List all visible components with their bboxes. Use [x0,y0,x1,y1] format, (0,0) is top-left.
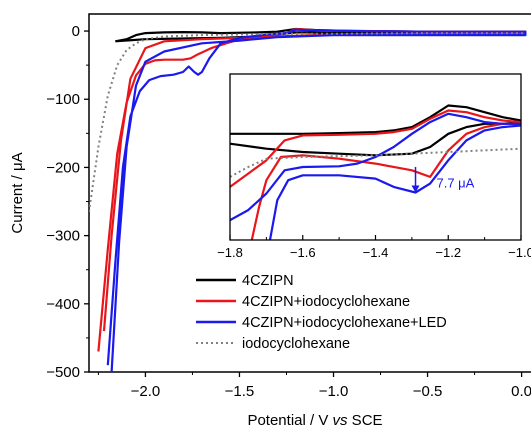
x-axis-title-ref: SCE [348,412,383,429]
y-tick-label: −100 [46,91,80,108]
x-tick-label: −1.0 [319,383,349,400]
inset-x-tick-label: −1.8 [217,245,243,260]
x-tick-label: −1.5 [225,383,255,400]
main-series-group [89,27,527,372]
legend-label-4czipn: 4CZIPN [242,273,294,289]
inset-x-tick-label: −1.2 [435,245,461,260]
main-axes: −2.0 −1.5 −1.0 −0.5 0.0 0 −100 −200 −300 −400 −500 [46,13,531,400]
x-axis-title: Potential / V vs SCE [247,412,382,429]
y-tick-label: 0 [72,23,80,40]
annotation-arrow-head [411,185,420,193]
y-tick-label: −300 [46,228,80,245]
inset-series-iodocyclohexane [230,147,521,178]
x-tick-label: −0.5 [413,383,443,400]
inset-x-tick-label: −1.0 [508,245,531,260]
x-tick-label: 0.0 [511,383,531,400]
y-tick-label: −500 [46,364,80,381]
inset-x-tick-label: −1.4 [363,245,389,260]
y-tick-label: −200 [46,159,80,176]
legend: 4CZIPN 4CZIPN+iodocyclohexane 4CZIPN+iodoc… [196,273,447,352]
x-tick-label: −2.0 [131,383,161,400]
inset-series-4czipn-iodocyclohexane-led [230,112,521,240]
y-axis-title: Current / μA [9,152,26,233]
inset-plot: −1.8 −1.6 −1.4 −1.2 −1.0 [217,73,531,260]
inset-series-4czipn [230,104,521,157]
x-axis-title-main: Potential / V [247,412,332,429]
main-frame [88,13,531,373]
annotation-label: 7.7 μA [437,176,475,191]
legend-label-4czipn-iodocyclohexane: 4CZIPN+iodocyclohexane [242,294,410,310]
inset-annotation: 7.7 μA [411,166,475,193]
legend-label-iodocyclohexane: iodocyclohexane [242,336,350,352]
inset-x-tick-label: −1.6 [290,245,316,260]
axis-titles: Potential / V vs SCE Current / μA [9,152,383,429]
y-tick-label: −400 [46,296,80,313]
legend-label-4czipn-iodocyclohexane-led: 4CZIPN+iodocyclohexane+LED [242,315,447,331]
inset-series-4czipn-iodocyclohexane [230,109,521,240]
x-axis-title-vs: vs [333,412,349,429]
